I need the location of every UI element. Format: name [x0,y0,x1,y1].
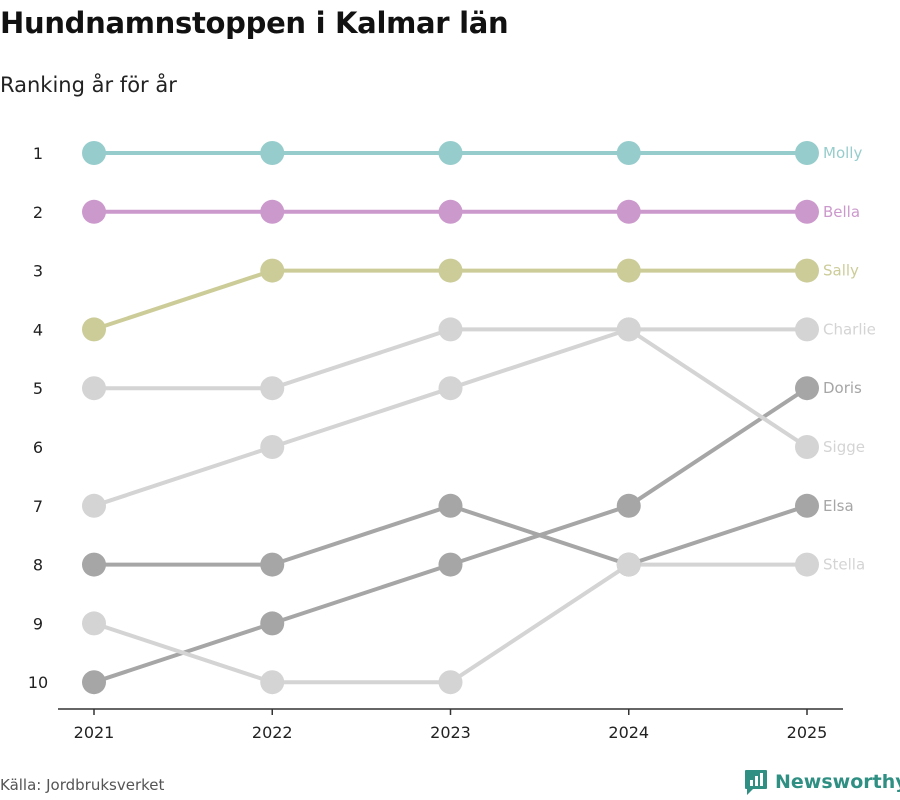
data-point-molly [795,141,819,165]
series-line-stella [93,562,807,685]
data-point-stella [260,670,285,695]
data-point-sally [438,258,463,283]
data-point-molly [438,141,463,165]
y-tick-label: 10 [28,673,48,692]
y-tick-label: 6 [33,438,43,457]
data-point-sigge [438,376,463,401]
data-point-charlie [438,317,463,342]
y-tick-label: 4 [33,320,43,339]
x-tick-label: 2021 [74,723,115,742]
data-point-molly [260,141,285,165]
data-point-stella [795,552,819,577]
data-point-sigge [795,435,819,459]
x-tick-label: 2025 [787,723,828,742]
y-tick-label: 5 [33,379,43,398]
source-note: Källa: Jordbruksverket [0,776,165,794]
newsworthy-icon [745,770,767,795]
data-point-sally [260,258,285,283]
data-point-sally [795,258,819,283]
series-label-charlie: Charlie [823,320,876,338]
data-point-elsa [82,552,106,577]
series-label-elsa: Elsa [823,497,854,515]
data-point-elsa [260,552,285,577]
chart-title: Hundnamnstoppen i Kalmar län [0,6,509,40]
data-point-doris [82,670,106,695]
series-label-stella: Stella [823,556,865,574]
series-label-molly: Molly [823,144,862,162]
data-point-stella [616,552,641,577]
brand-name: Newsworthy [775,771,900,793]
data-point-bella [795,199,819,224]
y-tick-label: 8 [33,556,43,575]
data-point-charlie [616,317,641,342]
series-line-doris [93,386,809,685]
data-point-bella [260,199,285,224]
data-point-bella [438,199,463,224]
data-point-stella [82,611,106,636]
series-label-sigge: Sigge [823,438,865,456]
chart-subtitle: Ranking år för år [0,73,177,97]
series-label-sally: Sally [823,262,859,280]
data-point-charlie [82,376,106,401]
data-point-doris [260,611,285,636]
data-point-bella [82,199,106,224]
x-tick-label: 2024 [608,723,649,742]
data-point-molly [82,141,106,165]
data-point-sigge [260,435,285,459]
data-point-sally [82,317,106,342]
data-point-elsa [438,493,463,518]
data-point-molly [616,141,641,165]
data-point-bella [616,199,641,224]
y-tick-label: 9 [33,614,43,633]
series-line-sigge [93,327,809,508]
data-point-doris [795,376,819,401]
y-tick-label: 1 [33,144,43,163]
y-tick-label: 3 [33,262,43,281]
data-point-charlie [795,317,819,342]
data-point-charlie [260,376,285,401]
y-tick-label: 2 [33,203,43,222]
y-tick-label: 7 [33,497,43,516]
data-point-doris [616,493,641,518]
series-label-bella: Bella [823,203,860,221]
data-point-doris [438,552,463,577]
data-point-sigge [82,493,106,518]
series-label-doris: Doris [823,379,862,397]
x-tick-label: 2022 [252,723,293,742]
data-point-sally [616,258,641,283]
data-point-stella [438,670,463,695]
data-point-elsa [795,493,819,518]
brand-logo: Newsworthy [743,768,900,796]
x-tick-label: 2023 [430,723,471,742]
